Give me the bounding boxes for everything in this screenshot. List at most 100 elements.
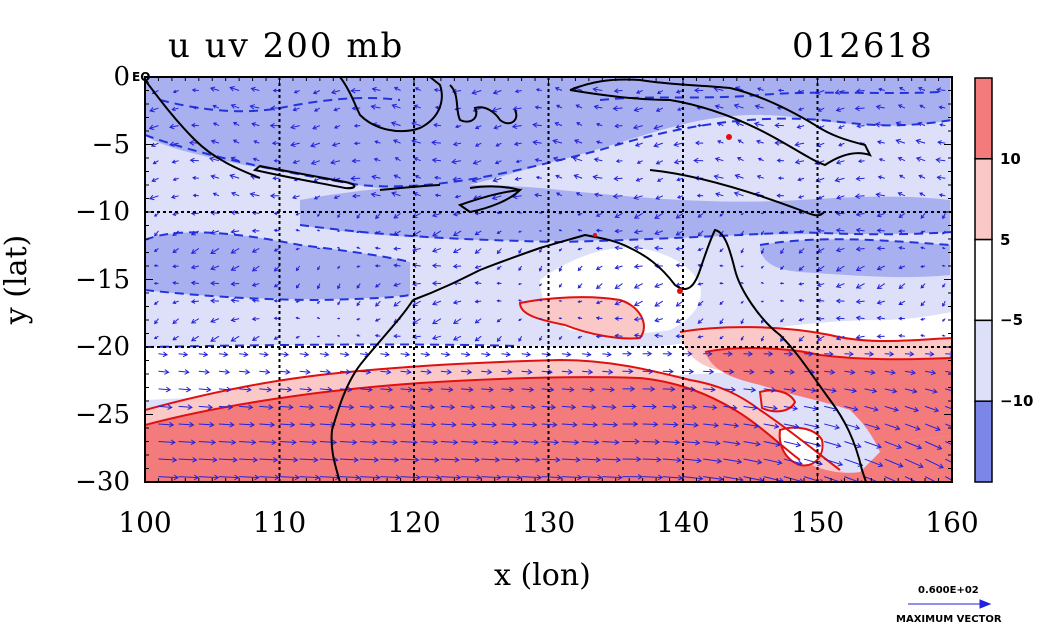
wind-vector <box>249 191 260 198</box>
wind-vector <box>798 265 805 271</box>
wind-vector <box>496 265 502 270</box>
wind-vector <box>783 351 794 357</box>
wind-vector <box>212 192 220 197</box>
contour-minus5-f <box>599 91 941 101</box>
wind-vector <box>855 176 865 182</box>
wind-vector <box>518 248 523 254</box>
wind-vector <box>593 104 603 110</box>
wind-vector <box>864 387 878 394</box>
wind-vector <box>472 159 482 165</box>
wind-vector <box>662 439 681 446</box>
wind-vector <box>697 230 704 237</box>
wind-vector <box>622 438 640 445</box>
wind-vector <box>393 333 401 339</box>
wind-vector <box>635 89 643 94</box>
wind-vector <box>836 194 845 200</box>
wind-vector <box>662 386 676 393</box>
wind-vector <box>864 458 884 468</box>
wind-vector <box>835 298 845 304</box>
wind-vector <box>375 300 381 307</box>
wind-vector <box>642 456 662 463</box>
wind-vector <box>149 107 159 113</box>
wind-vector <box>178 474 200 481</box>
wind-vector <box>230 317 240 323</box>
wind-vector <box>292 159 300 165</box>
wind-vector <box>876 245 885 251</box>
wind-vector <box>834 89 845 95</box>
wind-vector <box>595 246 603 251</box>
wind-vector <box>561 457 581 463</box>
wind-vector <box>158 421 175 428</box>
wind-vector <box>884 369 896 376</box>
coast-nusa <box>379 184 521 191</box>
wind-vector <box>857 159 865 164</box>
shade-strong-negative-north <box>145 77 950 192</box>
wind-vector <box>413 157 421 162</box>
wind-vector <box>420 457 440 463</box>
wind-vector <box>653 124 663 131</box>
wind-vector <box>703 368 715 375</box>
wind-vector <box>558 283 563 288</box>
wind-vector <box>299 474 321 481</box>
wind-vector <box>279 369 291 375</box>
wind-vector <box>804 351 814 357</box>
wind-vector <box>333 125 341 129</box>
wind-vector <box>253 140 260 144</box>
wind-vector <box>432 318 442 325</box>
wind-vector <box>333 107 341 112</box>
wind-vector <box>697 282 704 286</box>
wind-vector <box>935 157 946 163</box>
wind-vector <box>642 421 659 428</box>
wind-vector <box>682 386 696 393</box>
wind-vector <box>541 421 558 428</box>
wind-vector <box>295 335 300 339</box>
wind-vector <box>356 246 361 250</box>
wind-vector <box>514 89 522 94</box>
wind-vector <box>152 160 159 165</box>
wind-vector <box>763 458 783 466</box>
wind-vector <box>838 125 845 129</box>
wind-vector <box>539 335 543 342</box>
wind-vector <box>798 298 805 303</box>
wind-vector <box>633 283 643 289</box>
wind-vector <box>898 316 905 321</box>
wind-vector <box>538 265 543 272</box>
wind-vector <box>898 300 906 306</box>
wind-vector <box>904 405 920 413</box>
wind-vector <box>595 283 603 290</box>
wind-vector <box>209 86 220 92</box>
wind-vector <box>495 142 502 147</box>
wind-vector <box>393 263 401 268</box>
wind-vector <box>259 351 269 358</box>
wind-vector <box>350 175 361 182</box>
wind-vector <box>532 139 542 146</box>
wind-vector <box>350 87 361 94</box>
wind-vector <box>816 228 825 234</box>
wind-vector <box>178 386 192 393</box>
wind-vector <box>803 387 817 393</box>
wind-vector <box>682 457 702 464</box>
wind-vector <box>356 265 361 268</box>
contour-minus10-b <box>145 231 411 263</box>
wind-vector <box>602 404 617 410</box>
wind-vector <box>210 229 220 235</box>
wind-vector <box>675 124 684 129</box>
wind-vector <box>558 265 563 272</box>
wind-vector <box>835 227 845 233</box>
wind-vector <box>481 404 496 410</box>
wind-vector <box>295 316 300 320</box>
wind-vector <box>229 86 240 92</box>
wind-vector <box>375 213 381 220</box>
wind-vector <box>158 439 176 446</box>
wind-vector <box>273 228 280 233</box>
shade-strong-positive <box>145 377 952 482</box>
colorbar-swatch <box>974 238 993 322</box>
wind-vector <box>876 334 885 339</box>
marker-cape <box>677 288 683 294</box>
wind-vector <box>273 158 280 163</box>
wind-vector <box>190 335 200 342</box>
gridlines <box>145 77 952 482</box>
wind-vector <box>312 90 321 95</box>
wind-vector <box>339 351 350 358</box>
wind-vector <box>434 175 441 180</box>
